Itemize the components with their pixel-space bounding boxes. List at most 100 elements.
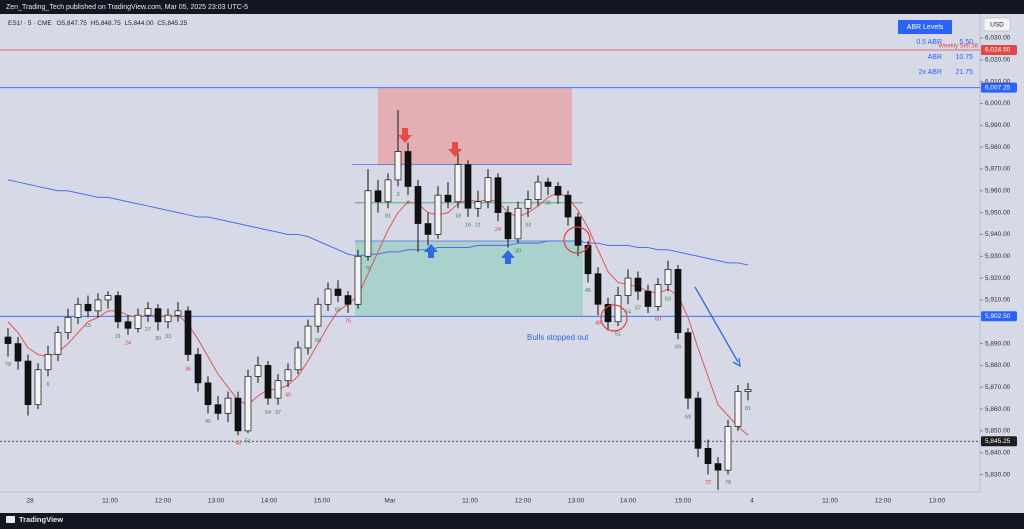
bar-label: 6 [406, 201, 409, 207]
candle-body [314, 303, 322, 327]
candle-body [734, 391, 742, 427]
currency: USD [990, 22, 1004, 29]
candle-body [124, 321, 132, 329]
candle-body [524, 199, 532, 209]
currency-box[interactable] [983, 17, 1011, 32]
candle-body [504, 212, 512, 240]
x-tick-label: Mar [384, 498, 396, 505]
footer-brand: TradingView [19, 515, 63, 524]
bar-label: 3 [396, 192, 399, 198]
abr-row-label: 0.5 ABR [916, 39, 942, 46]
candle-body [514, 207, 522, 240]
candle-body [374, 190, 382, 203]
candle-body [104, 295, 112, 301]
bar-label: 78 [5, 362, 11, 368]
bar-label: 54 [625, 310, 631, 316]
candle-body [494, 177, 502, 213]
candle-body [424, 223, 432, 235]
y-tick-label: 6,020.00 [985, 57, 1011, 64]
bar-label: 27 [145, 327, 151, 333]
abr-row-value: 10.75 [955, 54, 973, 61]
bar-label: 21 [475, 222, 481, 228]
moving-average [7, 179, 749, 266]
y-tick-label: 5,870.00 [985, 384, 1011, 391]
bar-label: 48 [595, 321, 601, 327]
candle-body [4, 336, 12, 344]
candle-body [414, 186, 422, 224]
bar-label: 6 [46, 382, 49, 388]
x-tick-label: 4 [750, 498, 754, 505]
abr-title-box [898, 20, 952, 34]
candle-body [194, 354, 202, 384]
abr-row-label: 2x ABR [919, 69, 942, 76]
candle-body [114, 295, 122, 323]
bar-label: 51 [245, 439, 251, 445]
candle-body [544, 181, 552, 187]
x-tick-label: 28 [26, 498, 34, 505]
x-tick-label: 15:00 [314, 498, 331, 505]
bar-label: 30 [155, 336, 161, 342]
x-tick-label: 13:00 [568, 498, 585, 505]
bar-label: 75 [345, 318, 351, 324]
bar-label: 31 [115, 334, 121, 340]
candle-body [644, 290, 652, 307]
abr-row-value: 5.50 [959, 39, 973, 46]
bar-label: 69 [685, 415, 691, 421]
candle-body [344, 295, 352, 305]
candle-body [144, 308, 152, 316]
y-tick-label: 5,850.00 [985, 428, 1011, 435]
price-level-label: 5,845.25 [985, 438, 1011, 445]
candle-body [284, 369, 292, 382]
annotations [398, 128, 741, 368]
candle-body [84, 303, 92, 312]
bar-label: 37 [275, 410, 281, 416]
y-tick-label: 5,920.00 [985, 275, 1011, 282]
y-tick-label: 5,980.00 [985, 144, 1011, 151]
bar-label: 33 [525, 222, 531, 228]
y-tick-label: 5,910.00 [985, 297, 1011, 304]
bar-label: 76 [365, 266, 371, 272]
candle-body [234, 397, 242, 432]
bar-label: 16 [465, 222, 471, 228]
y-tick-label: 5,960.00 [985, 188, 1011, 195]
candle-body [34, 369, 42, 406]
ohlc-value: C5,845.25 [157, 20, 187, 27]
bar-label: 66 [675, 345, 681, 351]
bar-label: 36 [545, 201, 551, 207]
candle-body [624, 277, 632, 296]
bar-label: 36 [185, 366, 191, 372]
bar-label: 18 [455, 214, 461, 220]
bar-label: 60 [655, 316, 661, 322]
candle-body [434, 194, 442, 235]
candle-body [744, 389, 752, 392]
candle-body [724, 426, 732, 471]
candle-body [474, 201, 482, 209]
bar-label: 72 [705, 480, 711, 486]
candle-body [464, 164, 472, 209]
x-tick-label: 12:00 [875, 498, 892, 505]
symbol: ES1! · 5 · CME [8, 20, 52, 27]
candle-body [334, 288, 342, 296]
candle-body [244, 375, 252, 432]
x-tick-label: 11:00 [822, 498, 838, 505]
y-tick-label: 5,990.00 [985, 122, 1011, 129]
bar-label: 24 [495, 227, 501, 233]
bar-label: 51 [615, 332, 621, 338]
candle-body [634, 277, 642, 292]
candle-body [594, 273, 602, 305]
x-tick-label: 12:00 [155, 498, 172, 505]
candle-body [134, 314, 142, 329]
x-tick-label: 13:00 [929, 498, 946, 505]
candle-body [174, 310, 182, 316]
y-tick-label: 6,010.00 [985, 78, 1011, 85]
y-tick-label: 5,830.00 [985, 471, 1011, 478]
x-tick-label: 11:00 [102, 498, 118, 505]
candle-body [24, 360, 32, 406]
bar-label: 54 [265, 410, 271, 416]
footer-logo: TradingView [6, 515, 63, 524]
candle-body [574, 216, 582, 246]
bar-label: 81 [385, 214, 391, 220]
x-tick-label: 12:00 [515, 498, 532, 505]
candle-body [404, 151, 412, 187]
y-tick-label: 5,930.00 [985, 253, 1011, 260]
